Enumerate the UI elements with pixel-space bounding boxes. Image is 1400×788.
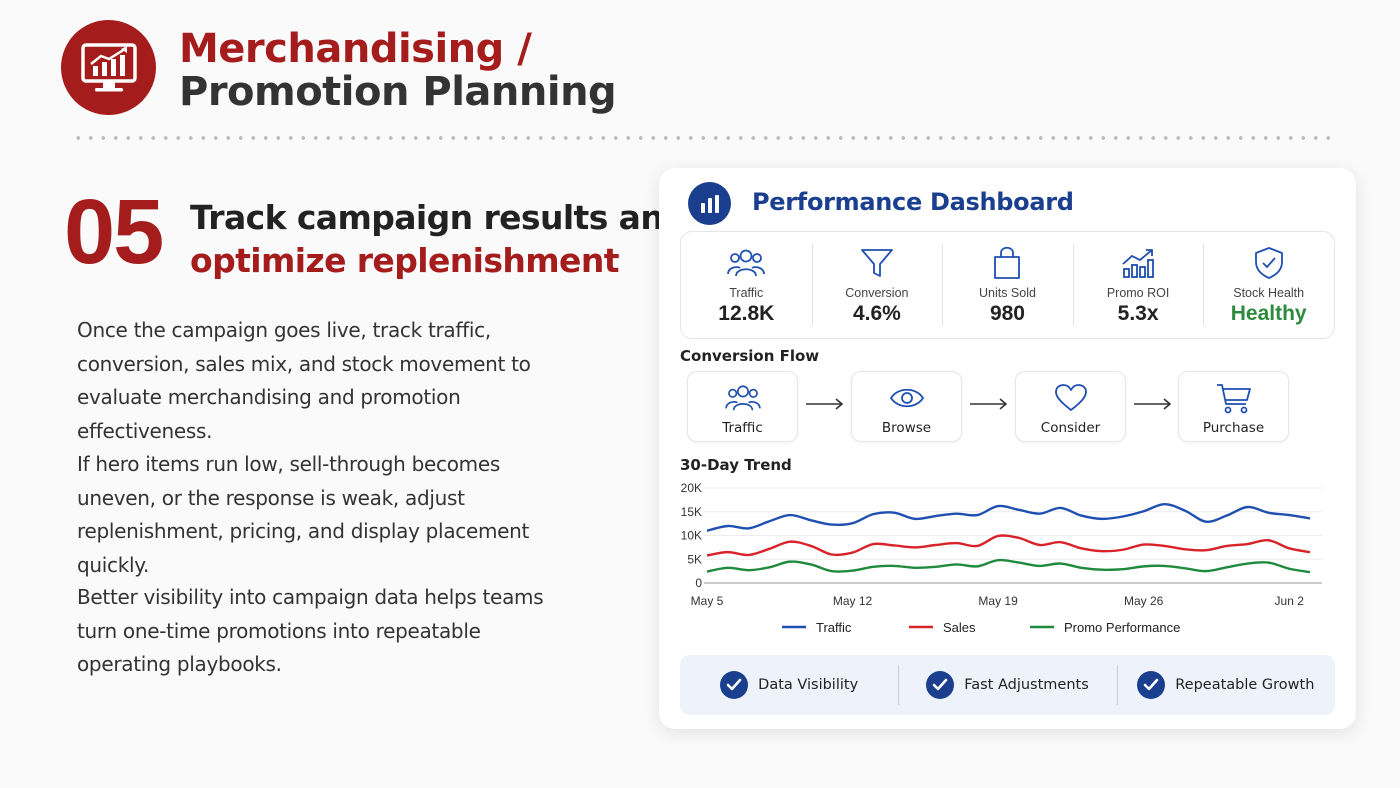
kpi-value: 980 — [989, 302, 1025, 325]
growth-chart-icon — [1120, 245, 1156, 281]
y-tick-label: 10K — [681, 529, 702, 543]
paragraph-2: If hero items run low, sell-through beco… — [77, 452, 530, 577]
title-line2: Promotion Planning — [179, 69, 617, 115]
arrow-right-icon — [1134, 398, 1172, 410]
kpi-promo-roi: Promo ROI 5.3x — [1072, 232, 1204, 338]
highlight-label: Data Visibility — [758, 677, 859, 693]
page-title: Merchandising / Promotion Planning — [179, 26, 617, 115]
highlight-label: Fast Adjustments — [964, 677, 1089, 693]
check-icon — [926, 671, 955, 699]
kpi-units-sold: Units Sold 980 — [942, 232, 1073, 338]
kpi-stock-health: Stock Health Healthy — [1203, 232, 1334, 338]
heart-icon — [1054, 381, 1087, 415]
kpi-label: Stock Health — [1233, 286, 1305, 300]
y-tick-label: 20K — [681, 481, 702, 495]
highlights-bar: Data Visibility Fast Adjustments Repeata… — [680, 655, 1335, 715]
performance-dashboard-card: Performance Dashboard Traffic 12.8K — [659, 168, 1356, 729]
highlight-label: Repeatable Growth — [1175, 677, 1315, 693]
step-heading: Track campaign results and optimize repl… — [190, 196, 687, 282]
flow-step-traffic: Traffic — [687, 371, 798, 442]
arrow-right-icon — [806, 398, 844, 410]
bar-chart-icon — [688, 182, 731, 225]
kpi-value: Healthy — [1230, 302, 1307, 325]
kpi-label: Traffic — [729, 286, 764, 300]
flow-label: Traffic — [722, 420, 763, 436]
dashboard-title: Performance Dashboard — [752, 188, 1074, 216]
users-icon — [727, 245, 766, 281]
arrow-right-icon — [970, 398, 1008, 410]
users-icon — [724, 381, 762, 415]
series-line-promo-performance — [706, 558, 1311, 574]
flow-step-browse: Browse — [851, 371, 962, 442]
y-tick-label: 0 — [695, 576, 702, 590]
dotted-divider — [72, 135, 1337, 141]
highlight-data-visibility: Data Visibility — [680, 655, 898, 715]
paragraph-1: Once the campaign goes live, track traff… — [77, 318, 531, 443]
check-icon — [720, 671, 749, 699]
x-tick-label: May 26 — [1124, 594, 1164, 608]
conversion-flow-title: Conversion Flow — [680, 347, 820, 365]
title-line1: Merchandising / — [179, 26, 532, 72]
step-heading-line2: optimize replenishment — [190, 241, 620, 280]
paragraph-3: Better visibility into campaign data hel… — [77, 585, 544, 676]
series-line-traffic — [706, 502, 1311, 532]
kpi-value: 12.8K — [718, 302, 775, 325]
step-number: 05 — [64, 181, 164, 283]
flow-step-purchase: Purchase — [1178, 371, 1289, 442]
x-tick-label: May 5 — [691, 594, 724, 608]
eye-icon — [889, 381, 925, 415]
shield-check-icon — [1254, 245, 1284, 281]
x-tick-label: May 12 — [833, 594, 873, 608]
kpi-label: Promo ROI — [1106, 286, 1170, 300]
kpi-label: Units Sold — [978, 286, 1036, 300]
trend-title: 30-Day Trend — [680, 456, 792, 474]
series-line-sales — [706, 534, 1311, 557]
legend-label: Sales — [943, 620, 976, 635]
y-tick-label: 5K — [687, 552, 702, 566]
kpi-row: Traffic 12.8K Conversion 4.6% Unit — [680, 231, 1335, 339]
legend-label: Promo Performance — [1064, 620, 1180, 635]
y-tick-label: 15K — [681, 505, 702, 519]
flow-label: Purchase — [1202, 420, 1265, 436]
cart-icon — [1216, 381, 1252, 415]
kpi-label: Conversion — [845, 286, 909, 300]
flow-label: Browse — [881, 420, 932, 436]
highlight-repeatable-growth: Repeatable Growth — [1116, 655, 1335, 715]
legend-label: Traffic — [816, 620, 852, 635]
shopping-bag-icon — [992, 245, 1022, 281]
flow-step-consider: Consider — [1015, 371, 1126, 442]
kpi-traffic: Traffic 12.8K — [681, 232, 812, 338]
check-icon — [1137, 671, 1166, 699]
step-heading-line1: Track campaign results and — [190, 198, 687, 237]
kpi-value: 4.6% — [852, 302, 901, 325]
flow-label: Consider — [1040, 420, 1101, 436]
chart-monitor-icon — [61, 20, 156, 115]
x-tick-label: Jun 2 — [1275, 594, 1305, 608]
x-tick-label: May 19 — [978, 594, 1018, 608]
funnel-icon — [860, 245, 894, 281]
kpi-value: 5.3x — [1117, 302, 1159, 325]
trend-line-chart: 0 5K 10K 15K 20K May 5 May 12 May 19 May 26 Jun 2… — [681, 481, 1322, 635]
kpi-conversion: Conversion 4.6% — [811, 232, 943, 338]
highlight-fast-adjustments: Fast Adjustments — [898, 655, 1116, 715]
